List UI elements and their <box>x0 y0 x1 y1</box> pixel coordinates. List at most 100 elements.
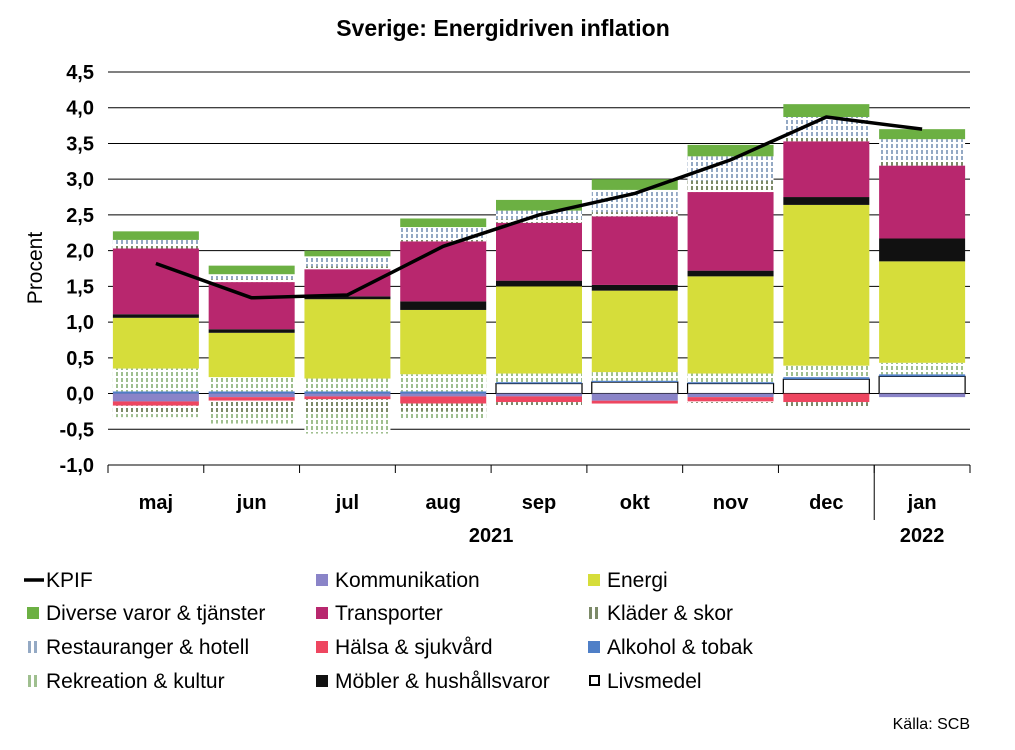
bar-segment-livsmedel <box>495 382 583 395</box>
bar-segment-mobler-and-hushallsvaror <box>496 280 582 287</box>
bar-stack-jun <box>208 265 295 424</box>
bar-segment-rekreation-and-kultur <box>304 378 391 392</box>
bar-segment-rekreation-and-kultur <box>112 414 199 418</box>
legend-item-kpif: KPIF <box>24 569 93 592</box>
bar-segment-transporter <box>496 222 582 281</box>
bar-segment-alkohol-and-tobak <box>208 391 295 394</box>
bar-stack-dec <box>782 104 870 407</box>
legend-item-alkohol-and-tobak: Alkohol & tobak <box>588 636 753 659</box>
y-tick-label: 4,5 <box>66 62 94 84</box>
bar-segment-rekreation-and-kultur <box>400 374 487 392</box>
legend-item-halsa-and-sjukvard: Hälsa & sjukvård <box>316 636 493 659</box>
x-tick-label: jul <box>335 492 359 514</box>
legend-item-mobler-and-hushallsvaror: Möbler & hushållsvaror <box>316 670 550 693</box>
bar-segment-energi <box>208 332 295 378</box>
legend-item-restauranger-and-hotell: Restauranger & hotell <box>28 636 249 659</box>
legend-swatch <box>34 641 37 653</box>
y-tick-label: -1,0 <box>60 455 94 477</box>
legend-label: Transporter <box>335 602 443 625</box>
bar-segment-klader-and-skor <box>208 279 295 283</box>
bar-segment-klader-and-skor <box>208 400 295 414</box>
bar-segment-rekreation-and-kultur <box>400 411 487 420</box>
bar-segment-kommunikation <box>304 393 391 397</box>
bar-segment-transporter <box>591 216 678 285</box>
legend-swatch <box>316 675 328 687</box>
y-tick-label: 0,5 <box>66 348 94 370</box>
legend-swatch <box>28 641 31 653</box>
chart-title: Sverige: Energidriven inflation <box>336 15 670 41</box>
legend-label: KPIF <box>46 569 93 592</box>
legend: KPIF Kommunikation Energi Diverse varor & t… <box>24 569 753 693</box>
y-tick-label: 3,5 <box>66 133 94 155</box>
bar-segment-diverse-varor-and-tjanster <box>304 250 391 257</box>
bar-segment-rekreation-and-kultur <box>496 373 582 383</box>
bar-segment-restauranger-and-hotell <box>208 274 295 280</box>
bar-segment-diverse-varor-and-tjanster <box>687 144 774 157</box>
bar-segment-kommunikation <box>400 393 487 397</box>
kpif-line <box>155 115 923 300</box>
y-tick-label: 2,5 <box>66 205 94 227</box>
legend-label: Kommunikation <box>335 569 480 592</box>
y-tick-label: 0,0 <box>66 384 94 406</box>
bar-segment-kommunikation <box>208 393 295 398</box>
legend-swatch <box>28 675 31 687</box>
bar-segment-energi <box>591 290 678 373</box>
bar-segment-alkohol-and-tobak <box>591 380 678 383</box>
bar-segment-kommunikation <box>112 393 199 402</box>
y-tick-label: 1,0 <box>66 312 94 334</box>
legend-label: Kläder & skor <box>607 602 733 625</box>
bar-segment-klader-and-skor <box>687 180 774 193</box>
bar-segment-energi <box>687 276 774 374</box>
bar-stack-sep <box>495 199 583 405</box>
bar-segment-diverse-varor-and-tjanster <box>400 218 487 228</box>
bar-segment-klader-and-skor <box>687 401 774 403</box>
bar-segment-alkohol-and-tobak <box>879 374 966 377</box>
y-axis-label: Procent <box>24 232 47 305</box>
bar-segment-mobler-and-hushallsvaror <box>400 301 487 310</box>
bar-segment-klader-and-skor <box>400 238 487 242</box>
bar-segment-rekreation-and-kultur <box>304 412 391 434</box>
legend-swatch <box>34 675 37 687</box>
legend-item-kommunikation: Kommunikation <box>316 569 480 592</box>
source-note: Källa: SCB <box>893 716 970 733</box>
bar-segment-alkohol-and-tobak <box>400 391 487 394</box>
bar-segment-klader-and-skor <box>783 402 870 407</box>
bar-segment-rekreation-and-kultur <box>783 365 870 378</box>
bar-segment-mobler-and-hushallsvaror <box>208 329 295 333</box>
bar-segment-restauranger-and-hotell <box>879 139 966 161</box>
bar-segment-mobler-and-hushallsvaror <box>591 284 678 291</box>
legend-swatch <box>27 607 39 619</box>
y-tick-label: 2,0 <box>66 241 94 263</box>
year-label: 2021 <box>469 525 514 547</box>
bar-segment-diverse-varor-and-tjanster <box>591 179 678 190</box>
bar-segment-livsmedel <box>686 382 775 395</box>
bar-segment-halsa-and-sjukvard <box>112 401 199 406</box>
bar-segment-energi <box>112 317 199 369</box>
bar-segment-halsa-and-sjukvard <box>400 396 487 404</box>
bar-segment-kommunikation <box>879 393 966 398</box>
year-label: 2022 <box>900 525 945 547</box>
bar-segment-rekreation-and-kultur <box>112 368 199 392</box>
bar-segment-mobler-and-hushallsvaror <box>304 296 391 300</box>
bar-stack-jul <box>304 250 391 434</box>
legend-item-klader-and-skor: Kläder & skor <box>589 602 733 625</box>
bar-segment-halsa-and-sjukvard <box>304 396 391 400</box>
bar-segment-klader-and-skor <box>112 405 199 415</box>
legend-swatch <box>588 641 600 653</box>
bar-stack-okt <box>591 179 679 404</box>
bar-segment-diverse-varor-and-tjanster <box>783 104 870 118</box>
bar-stack-jan <box>878 129 966 398</box>
y-tick-label: 4,0 <box>66 98 94 120</box>
bar-segment-livsmedel <box>782 378 870 395</box>
bar-segment-klader-and-skor <box>496 402 582 405</box>
bar-segment-transporter <box>304 269 391 297</box>
bar-stack-maj <box>112 231 199 418</box>
bar-segment-halsa-and-sjukvard <box>687 397 774 402</box>
bar-segment-mobler-and-hushallsvaror <box>783 197 870 205</box>
bar-segment-restauranger-and-hotell <box>400 227 487 239</box>
bar-segment-restauranger-and-hotell <box>304 256 391 267</box>
y-tick-label: 1,5 <box>66 276 94 298</box>
x-tick-label: okt <box>620 492 650 514</box>
bar-segment-livsmedel <box>591 381 679 395</box>
bar-segment-diverse-varor-and-tjanster <box>112 231 199 240</box>
